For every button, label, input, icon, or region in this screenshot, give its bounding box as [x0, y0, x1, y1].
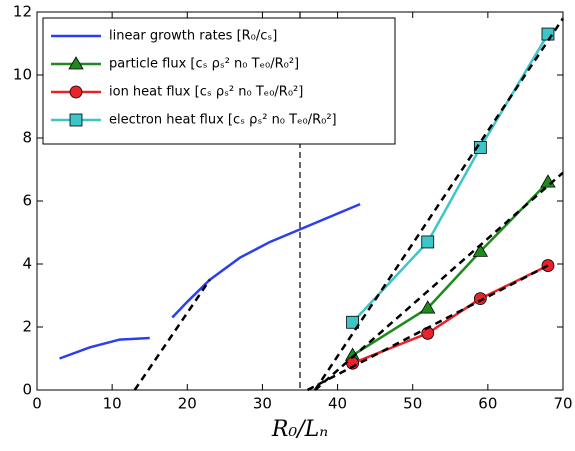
y-tick-label: 2 [22, 318, 32, 336]
legend-box [42, 17, 396, 145]
legend-label: particle flux [cₛ ρₛ² n₀ Tₑ₀/R₀²] [109, 57, 299, 72]
series-line [351, 33, 550, 324]
marker [420, 300, 436, 314]
marker [69, 113, 83, 127]
fit-line [306, 264, 549, 392]
y-tick-label: 8 [22, 129, 32, 147]
marker [473, 292, 487, 306]
marker [541, 27, 555, 41]
x-tick-label: 20 [178, 395, 197, 413]
x-tick-label: 50 [403, 395, 422, 413]
series-line [352, 264, 549, 365]
series-line [351, 181, 549, 357]
plot-frame [36, 11, 564, 391]
y-tick-label: 10 [13, 66, 32, 84]
y-tick-label: 0 [22, 381, 32, 399]
fit-line [314, 171, 564, 391]
legend-label: ion heat flux [cₛ ρₛ² n₀ Tₑ₀/R₀²] [109, 85, 303, 100]
legend-label: linear growth rates [R₀/cₛ] [109, 29, 277, 44]
x-tick-label: 40 [328, 395, 347, 413]
x-tick-label: 0 [32, 395, 42, 413]
marker [68, 56, 84, 70]
series-line [59, 202, 361, 360]
x-tick-label: 10 [103, 395, 122, 413]
y-tick-label: 6 [22, 192, 32, 210]
marker [69, 85, 83, 99]
x-tick-label: 30 [253, 395, 272, 413]
x-tick-label: 70 [553, 395, 572, 413]
fit-line [313, 17, 565, 391]
marker [472, 243, 489, 257]
legend-label: electron heat flux [cₛ ρₛ² n₀ Tₑ₀/R₀²] [109, 113, 337, 128]
marker [421, 235, 435, 249]
fit-line [133, 279, 211, 391]
y-tick-label: 4 [22, 255, 32, 273]
y-tick-label: 12 [13, 3, 32, 21]
x-axis-label: R₀/Lₙ [271, 417, 328, 442]
x-tick-label: 60 [478, 395, 497, 413]
marker [346, 315, 360, 329]
